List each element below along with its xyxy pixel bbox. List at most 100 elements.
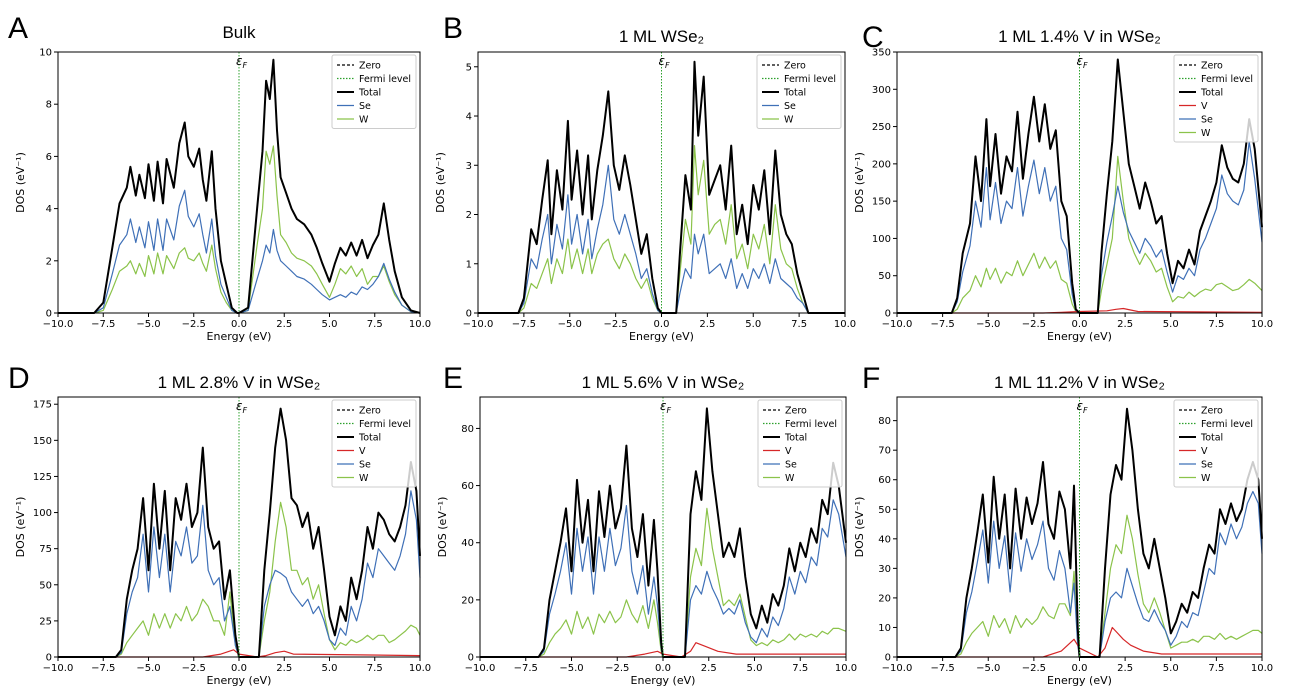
fermi-label-a: εF xyxy=(236,54,248,70)
y-tick-label-a: 10 xyxy=(39,48,52,59)
x-tick-label-c: 7.5 xyxy=(1208,319,1224,330)
x-axis-label-a: Energy (eV) xyxy=(207,330,272,343)
panel-c: C 1 ML 1.4% V in WSe₂ εF −10.0 −7.5 −5.0 −2.5 0… xyxy=(853,21,1273,343)
legend-label-zero-c: Zero xyxy=(1201,61,1223,72)
x-tick-label-c: −2.5 xyxy=(1022,319,1046,330)
x-tick-label-f: 2.5 xyxy=(1117,663,1133,674)
legend-label-zero-f: Zero xyxy=(1201,406,1223,417)
x-tick-label-f: 7.5 xyxy=(1208,663,1224,674)
panel-letter-a: A xyxy=(8,12,28,45)
x-tick-label-e: 10.0 xyxy=(835,663,857,674)
y-tick-label-f: 40 xyxy=(878,534,891,545)
legend-label-w-e: W xyxy=(785,473,795,484)
legend-box-b xyxy=(756,54,842,129)
series-w-c xyxy=(897,155,1263,314)
legend-label-w-b: W xyxy=(784,115,794,126)
series-se-d xyxy=(58,490,421,658)
y-tick-label-c: 350 xyxy=(872,48,891,59)
legend-label-total-f: Total xyxy=(1200,433,1223,444)
y-tick-label-c: 200 xyxy=(872,159,891,170)
x-tick-label-d: 0.0 xyxy=(231,663,247,674)
legend-label-se-a: Se xyxy=(359,101,371,112)
fermi-label-subscript: F xyxy=(243,406,248,415)
y-tick-label-f: 60 xyxy=(878,475,891,486)
fermi-label-f: εF xyxy=(1077,399,1089,415)
series-se-f xyxy=(897,490,1263,658)
series-w-f xyxy=(897,514,1263,658)
legend-a: Zero Fermi level Total Se W xyxy=(331,54,417,129)
panel-letter-c: C xyxy=(862,21,884,54)
x-tick-label-a: −2.5 xyxy=(182,319,206,330)
legend-label-w-f: W xyxy=(1201,473,1211,484)
y-tick-label-b: 2 xyxy=(466,210,472,221)
legend-label-fermi-level-c: Fermi level xyxy=(1201,74,1253,85)
legend-label-zero-d: Zero xyxy=(359,406,381,417)
legend-box-a xyxy=(331,54,417,129)
series-total-d xyxy=(58,407,421,658)
series-w-d xyxy=(58,501,421,658)
series-total-e xyxy=(480,407,847,658)
x-tick-label-b: 7.5 xyxy=(791,319,807,330)
fermi-label-symbol: ε xyxy=(236,399,243,413)
y-axis-label-a: DOS (eV⁻¹) xyxy=(14,152,27,213)
series-se-a xyxy=(58,189,421,314)
y-tick-label-b: 5 xyxy=(466,62,472,73)
x-tick-label-d: 10.0 xyxy=(409,663,431,674)
x-axis-label-c: Energy (eV) xyxy=(1047,330,1112,343)
panel-title-c: 1 ML 1.4% V in WSe₂ xyxy=(998,27,1161,46)
x-tick-label-a: 7.5 xyxy=(367,319,383,330)
series-total-c xyxy=(897,58,1263,314)
x-tick-label-c: 0.0 xyxy=(1072,319,1088,330)
series-se-c xyxy=(897,140,1263,314)
y-tick-label-f: 20 xyxy=(878,593,891,604)
x-tick-label-c: −10.0 xyxy=(882,319,913,330)
x-tick-label-a: −5.0 xyxy=(136,319,160,330)
x-tick-label-a: −10.0 xyxy=(43,319,74,330)
legend-label-total-c: Total xyxy=(1200,88,1223,99)
x-tick-label-b: 5.0 xyxy=(745,319,761,330)
legend-label-se-e: Se xyxy=(785,460,797,471)
fermi-label-subscript: F xyxy=(1083,61,1088,70)
x-tick-label-e: −5.0 xyxy=(559,663,583,674)
x-tick-label-f: −7.5 xyxy=(930,663,954,674)
y-axis-label-b: DOS (eV⁻¹) xyxy=(434,152,447,213)
x-tick-label-f: 5.0 xyxy=(1163,663,1179,674)
series-total-b xyxy=(478,60,845,314)
legend-label-fermi-level-d: Fermi level xyxy=(359,419,411,430)
legend-label-w-a: W xyxy=(359,115,369,126)
x-tick-label-d: −10.0 xyxy=(43,663,74,674)
panel-title-a: Bulk xyxy=(222,23,256,42)
x-tick-label-f: −5.0 xyxy=(976,663,1000,674)
y-tick-label-e: 60 xyxy=(461,481,474,492)
x-tick-label-d: 5.0 xyxy=(322,663,338,674)
panel-title-f: 1 ML 11.2% V in WSe₂ xyxy=(994,373,1165,392)
x-tick-label-a: −7.5 xyxy=(91,319,115,330)
x-tick-label-d: 2.5 xyxy=(276,663,292,674)
y-tick-label-a: 8 xyxy=(46,100,52,111)
x-tick-label-c: 5.0 xyxy=(1163,319,1179,330)
y-tick-label-b: 3 xyxy=(466,161,472,172)
y-tick-label-c: 300 xyxy=(872,85,891,96)
y-tick-label-d: 150 xyxy=(33,436,52,447)
legend-box-e xyxy=(757,399,843,488)
fermi-label-symbol: ε xyxy=(1077,399,1084,413)
x-axis-label-e: Energy (eV) xyxy=(631,674,696,687)
y-tick-label-d: 125 xyxy=(33,472,52,483)
legend-label-se-d: Se xyxy=(359,460,371,471)
fermi-label-subscript: F xyxy=(667,406,672,415)
legend-box-d xyxy=(331,399,417,488)
legend-label-v-c: V xyxy=(1201,101,1208,112)
x-tick-label-b: 10.0 xyxy=(834,319,856,330)
series-se-e xyxy=(480,499,847,658)
x-tick-label-b: 0.0 xyxy=(654,319,670,330)
x-tick-label-d: −7.5 xyxy=(91,663,115,674)
panel-title-b: 1 ML WSe₂ xyxy=(619,27,704,46)
y-tick-label-e: 20 xyxy=(461,595,474,606)
y-tick-label-d: 175 xyxy=(33,400,52,411)
x-tick-label-b: −7.5 xyxy=(512,319,536,330)
legend-label-v-e: V xyxy=(785,446,792,457)
y-tick-label-f: 70 xyxy=(878,446,891,457)
x-tick-label-d: 7.5 xyxy=(367,663,383,674)
y-tick-label-a: 4 xyxy=(46,204,52,215)
legend-label-total-b: Total xyxy=(783,88,806,99)
